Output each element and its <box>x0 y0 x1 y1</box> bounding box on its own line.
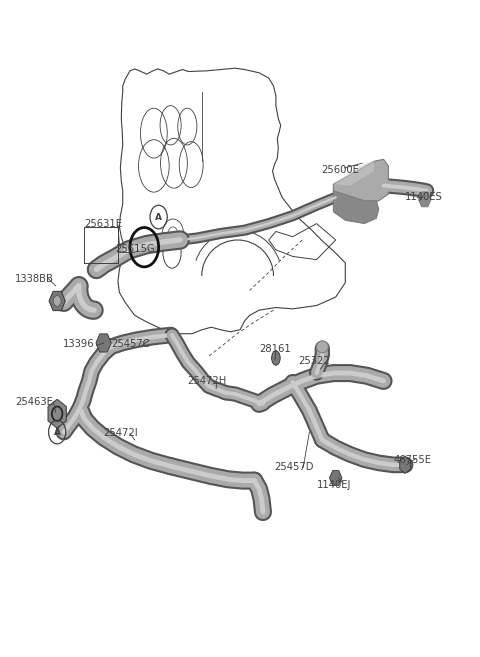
Text: 25631E: 25631E <box>84 219 122 229</box>
Text: 1140EJ: 1140EJ <box>317 480 351 489</box>
Text: A: A <box>155 213 162 221</box>
Text: 1338BB: 1338BB <box>15 274 54 284</box>
Text: 25457D: 25457D <box>275 463 314 472</box>
Ellipse shape <box>316 341 328 353</box>
Text: 25472I: 25472I <box>104 428 138 438</box>
Text: 25600E: 25600E <box>322 165 359 175</box>
Text: 25615G: 25615G <box>116 244 155 254</box>
Text: 13396: 13396 <box>63 339 95 350</box>
Text: 46755E: 46755E <box>393 455 431 464</box>
Text: 28161: 28161 <box>259 344 291 355</box>
Text: A: A <box>54 428 60 437</box>
Text: 25457C: 25457C <box>111 339 149 350</box>
Polygon shape <box>333 160 388 204</box>
Circle shape <box>53 296 61 306</box>
Polygon shape <box>333 191 379 223</box>
Text: 1140ES: 1140ES <box>405 193 443 202</box>
Polygon shape <box>333 161 374 185</box>
Text: 25463E: 25463E <box>15 397 53 407</box>
Text: 25322: 25322 <box>299 356 330 367</box>
Ellipse shape <box>272 351 280 365</box>
Text: 25472H: 25472H <box>187 376 227 386</box>
